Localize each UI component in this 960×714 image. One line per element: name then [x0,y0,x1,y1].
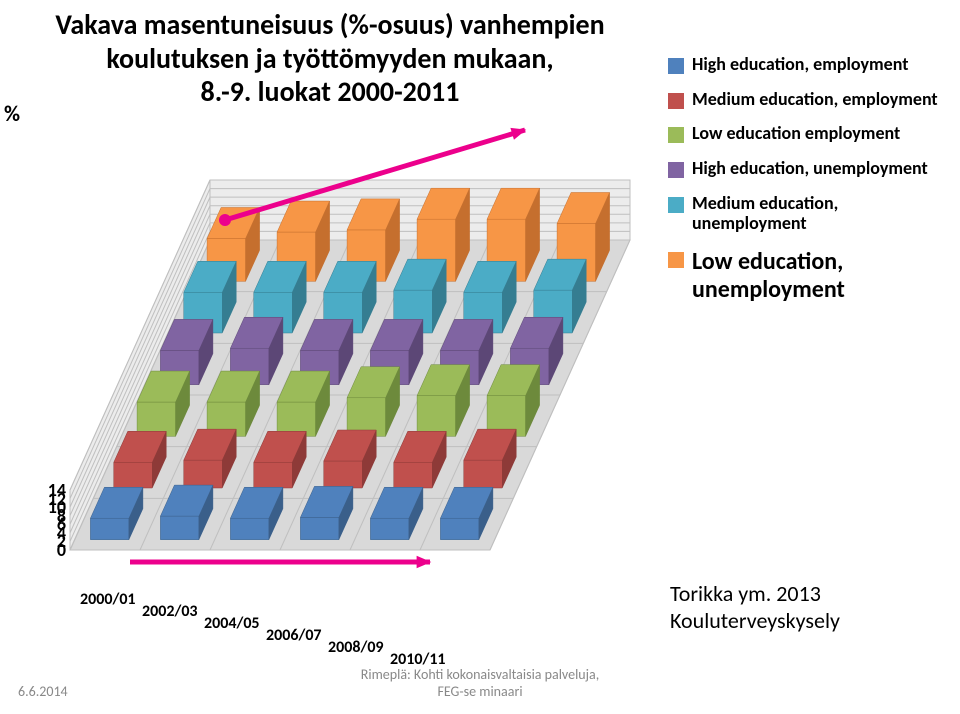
footer-caption: Rimeplä: Kohti kokonaisvaltaisia palvelu… [0,666,960,700]
legend-label: High education, employment [692,54,908,75]
legend-swatch [668,252,684,268]
x-axis-labels: 2000/012002/032004/052006/072008/092010/… [70,590,650,660]
legend-label: High education, unemployment [692,158,928,179]
legend-swatch [668,162,684,178]
legend-swatch [668,197,684,213]
legend: High education, employment Medium educat… [668,40,948,317]
y-axis-ticks: 02468101214 [30,150,66,580]
legend-swatch [668,58,684,74]
y-axis-label: % [4,100,20,127]
legend-label: Low education, unemployment [692,248,948,303]
x-tick: 2002/03 [142,602,198,621]
x-tick: 2000/01 [80,590,136,609]
legend-label: Low education employment [692,123,900,144]
legend-swatch [668,127,684,143]
source-citation: Torikka ym. 2013 Kouluterveyskysely [670,580,930,634]
legend-label: Medium education, employment [692,89,938,110]
bar-chart-3d [70,150,650,580]
chart-title: Vakava masentuneisuus (%-osuus) vanhempi… [10,8,650,109]
legend-label: Medium education, unemployment [692,193,948,234]
x-tick: 2006/07 [266,626,322,645]
x-tick: 2004/05 [204,614,260,633]
y-tick: 14 [30,479,66,501]
legend-swatch [668,93,684,109]
x-tick: 2008/09 [328,638,384,657]
